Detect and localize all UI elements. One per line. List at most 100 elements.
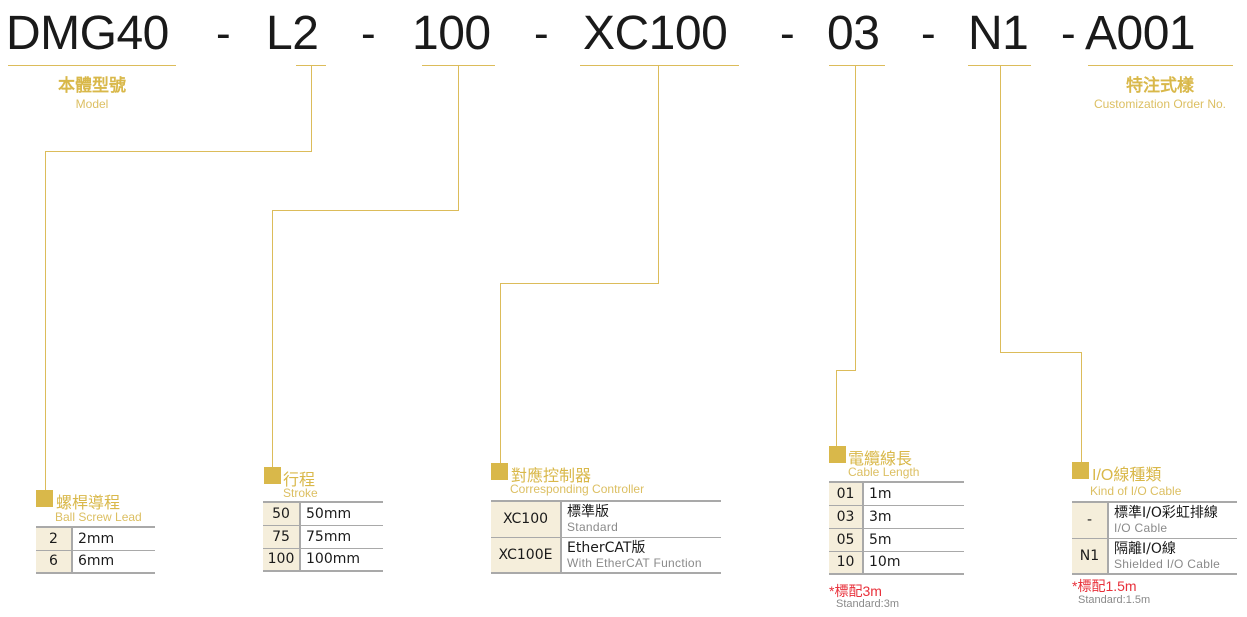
underline — [8, 65, 176, 66]
table-row: XC100E EtherCAT版 With EtherCAT Function — [491, 536, 721, 573]
controller-table: XC100 標準版 Standard XC100E EtherCAT版 With Eth… — [491, 500, 721, 574]
cable-length-title-zh: 電纜線長 — [848, 451, 913, 468]
table-row: N1 隔離I/O線 Shielded I/O Cable — [1072, 537, 1237, 574]
lead-title-en: Ball Screw Lead — [55, 510, 142, 524]
code-lead: L2 — [266, 7, 319, 60]
option-value: 50mm — [306, 505, 352, 522]
table-row: 2 2mm — [36, 527, 155, 550]
option-value: 隔離I/O線 Shielded I/O Cable — [1108, 537, 1237, 574]
section-marker — [36, 490, 53, 507]
table-row: 01 1m — [829, 482, 964, 505]
option-value: 2mm — [78, 530, 115, 547]
option-value: 10m — [863, 550, 964, 574]
model-label-zh: 本體型號 — [58, 76, 126, 95]
option-code: XC100 — [491, 501, 562, 537]
option-code: 75 — [263, 524, 301, 548]
connector-line — [272, 210, 459, 211]
separator: - — [1061, 9, 1076, 58]
connector-line — [1081, 352, 1082, 463]
option-code: XC100E — [491, 536, 562, 573]
separator: - — [534, 9, 549, 58]
controller-title-zh: 對應控制器 — [511, 468, 592, 485]
table-row: 50 50mm — [263, 502, 383, 525]
table-row: 03 3m — [829, 504, 964, 528]
option-code: 100 — [263, 547, 301, 571]
table-row: - 標準I/O彩虹排線 I/O Cable — [1072, 502, 1237, 538]
cable-length-table: 01 1m 03 3m 05 5m 10 10m — [829, 481, 964, 575]
lead-title-zh: 螺桿導程 — [56, 495, 121, 512]
io-cable-note: *標配1.5m — [1072, 578, 1137, 594]
io-cable-table: - 標準I/O彩虹排線 I/O Cable N1 隔離I/O線 Shielded I/O… — [1072, 501, 1237, 575]
option-value: 5m — [863, 527, 964, 551]
section-marker — [264, 467, 281, 484]
option-value: 6mm — [72, 549, 155, 573]
separator: - — [780, 9, 795, 58]
connector-line — [272, 210, 273, 468]
stroke-table: 50 50mm 75 75mm 100 100mm — [263, 501, 383, 572]
section-marker — [1072, 462, 1089, 479]
option-value: EtherCAT版 With EtherCAT Function — [561, 536, 721, 573]
connector-line — [500, 283, 501, 464]
underline — [829, 65, 885, 66]
table-row: 10 10m — [829, 550, 964, 574]
code-io-cable: N1 — [968, 7, 1029, 60]
option-code: 03 — [829, 504, 864, 528]
code-model: DMG40 — [6, 7, 169, 60]
connector-line — [836, 370, 856, 371]
underline — [968, 65, 1031, 66]
separator: - — [361, 9, 376, 58]
io-cable-note-en: Standard:1.5m — [1078, 594, 1151, 606]
connector-line — [836, 370, 837, 447]
lead-table: 2 2mm 6 6mm — [36, 526, 155, 574]
connector-line — [1000, 65, 1001, 353]
option-value: 1m — [869, 485, 892, 502]
connector-line — [500, 283, 659, 284]
option-code: 10 — [829, 550, 864, 574]
separator: - — [921, 9, 936, 58]
cable-length-note-en: Standard:3m — [836, 598, 899, 610]
connector-line — [45, 151, 312, 152]
underline — [580, 65, 739, 66]
io-cable-title-zh: I/O線種類 — [1092, 467, 1162, 484]
option-code: - — [1072, 502, 1109, 538]
code-controller: XC100 — [583, 7, 728, 60]
underline — [1088, 65, 1233, 66]
option-value: 75mm — [300, 524, 383, 548]
stroke-title-zh: 行程 — [283, 472, 316, 489]
option-code: 01 — [829, 482, 864, 505]
cable-length-title-en: Cable Length — [848, 465, 920, 479]
option-code: 6 — [36, 549, 73, 573]
section-marker — [491, 463, 508, 480]
option-value: 100mm — [300, 547, 383, 571]
connector-line — [45, 151, 46, 491]
option-code: 50 — [263, 502, 301, 525]
stroke-title-en: Stroke — [283, 486, 318, 500]
option-code: 05 — [829, 527, 864, 551]
code-cable-length: 03 — [827, 7, 880, 60]
table-row: 75 75mm — [263, 524, 383, 548]
cable-length-note: *標配3m — [829, 583, 882, 599]
code-custom: A001 — [1085, 7, 1196, 60]
option-value: 標準I/O彩虹排線 I/O Cable — [1114, 505, 1218, 536]
model-label-en: Model — [75, 97, 109, 111]
connector-line — [855, 65, 856, 371]
custom-label-en: Customization Order No. — [1093, 97, 1227, 111]
code-stroke: 100 — [412, 7, 491, 60]
connector-line — [458, 65, 459, 211]
connector-line — [658, 65, 659, 284]
section-marker — [829, 446, 846, 463]
controller-title-en: Corresponding Controller — [510, 482, 645, 496]
option-code: N1 — [1072, 537, 1109, 574]
separator: - — [216, 9, 231, 58]
connector-line — [311, 65, 312, 152]
table-row: XC100 標準版 Standard — [491, 501, 721, 537]
table-row: 100 100mm — [263, 547, 383, 571]
option-value: 標準版 Standard — [567, 504, 619, 535]
table-row: 6 6mm — [36, 549, 155, 573]
table-row: 05 5m — [829, 527, 964, 551]
io-cable-title-en: Kind of I/O Cable — [1090, 484, 1182, 498]
connector-line — [1000, 352, 1082, 353]
custom-label-zh: 特注式樣 — [1126, 76, 1194, 95]
option-value: 3m — [863, 504, 964, 528]
